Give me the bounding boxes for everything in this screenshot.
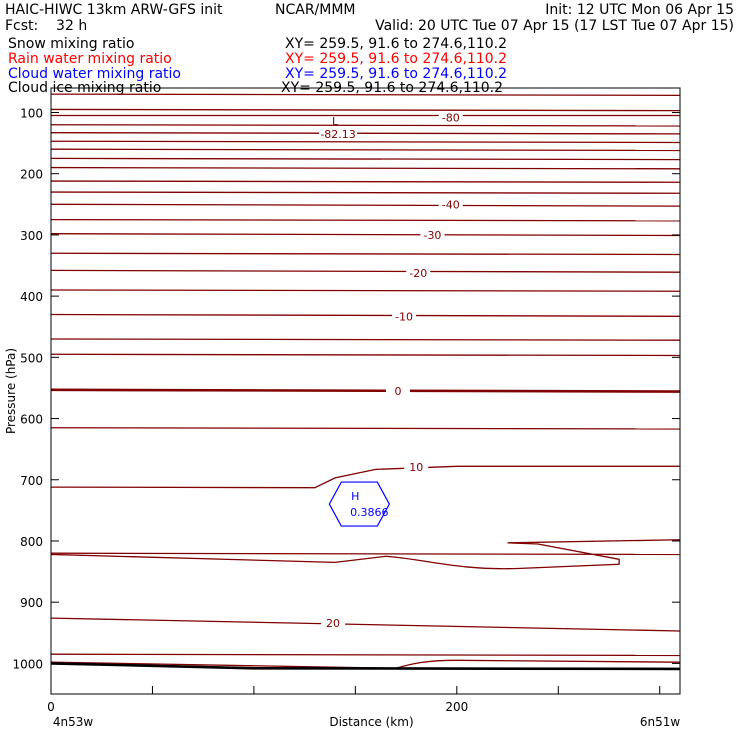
isotherm-line-unlabeled <box>50 108 681 112</box>
y-tick-label: 600 <box>20 413 43 427</box>
isotherm-line-unlabeled <box>50 157 681 161</box>
isotherm-line-unlabeled <box>50 148 681 152</box>
y-tick-label: 300 <box>20 229 43 243</box>
y-tick-label: 200 <box>20 168 43 182</box>
isotherm-line <box>50 465 680 489</box>
y-tick-label: 1000 <box>12 657 43 671</box>
isotherm-line-unlabeled <box>50 338 681 341</box>
x-tick-label: 200 <box>445 700 468 714</box>
isotherm-line-unlabeled <box>50 353 681 357</box>
min-marker: L <box>332 115 339 128</box>
y-tick-label: 500 <box>20 351 43 365</box>
isotherm-label: 0 <box>394 385 401 398</box>
isotherm-label-bg <box>321 616 346 629</box>
y-tick-label: 400 <box>20 290 43 304</box>
isotherm-label-bg <box>404 460 429 473</box>
isotherm-line-unlabeled <box>50 252 681 256</box>
isotherm-label: 10 <box>409 461 423 474</box>
isotherm-line-unlabeled <box>50 552 681 556</box>
isotherm-label-bg <box>420 228 445 241</box>
isotherm-label: -40 <box>442 198 460 211</box>
isotherm-line <box>50 388 681 393</box>
isotherm-label-bg <box>392 310 417 323</box>
field-rain-xy: XY= 259.5, 91.6 to 274.6,110.2 <box>285 51 508 67</box>
contour-layer <box>50 93 681 671</box>
isotherm-line-unlabeled <box>50 132 681 135</box>
y-tick-label: 900 <box>20 596 43 610</box>
cloud-water-contour <box>328 481 391 527</box>
cloud-water-max-marker: H <box>351 490 359 503</box>
isotherm-tongue <box>50 539 681 570</box>
isotherm-line-unlabeled <box>50 289 681 292</box>
isotherm-line-unlabeled <box>50 166 681 170</box>
isotherm-label: -80 <box>442 111 460 124</box>
isotherm-line <box>50 313 681 317</box>
surface-line <box>50 662 681 671</box>
isotherm-label: -30 <box>423 229 441 242</box>
isotherm-label-bg <box>406 266 431 279</box>
isotherm-near-surface <box>50 659 681 669</box>
isotherm-line <box>50 233 681 237</box>
valid-time: Valid: 20 UTC Tue 07 Apr 15 (17 LST Tue … <box>375 18 734 34</box>
field-rain-name: Rain water mixing ratio <box>8 51 172 67</box>
isotherm-line <box>50 617 681 632</box>
min-value: -82.13 <box>320 128 355 141</box>
plot-border <box>50 87 681 695</box>
isotherm-line <box>50 269 681 273</box>
y-axis-title: Pressure (hPa) <box>4 348 18 434</box>
isotherm-line-unlabeled <box>50 124 681 127</box>
isotherm-line-unlabeled <box>50 653 681 657</box>
field-cloudwater-xy: XY= 259.5, 91.6 to 274.6,110.2 <box>285 66 508 82</box>
isotherm-label: -10 <box>395 310 413 323</box>
x-tick-label: 0 <box>47 700 55 714</box>
field-cloudwater-name: Cloud water mixing ratio <box>8 66 181 82</box>
cloud-water-max-value: 0.3866 <box>350 506 389 519</box>
left-endpoint-label: 4n53w <box>53 715 94 729</box>
right-endpoint-label: 6n51w <box>640 715 681 729</box>
isotherm-line-unlabeled <box>50 93 681 96</box>
isotherm-line-unlabeled <box>50 427 681 430</box>
y-tick-label: 800 <box>20 535 43 549</box>
isotherm-line-unlabeled <box>50 180 681 183</box>
field-snow-xy: XY= 259.5, 91.6 to 274.6,110.2 <box>285 36 508 52</box>
model-center: NCAR/MMM <box>275 2 356 18</box>
isotherm-label-bg <box>438 111 463 124</box>
plot-frame <box>50 87 681 695</box>
isotherm-label-bg <box>385 385 410 397</box>
forecast-hour: Fcst: 32 h <box>5 18 88 34</box>
isotherm-label: 20 <box>326 617 340 630</box>
y-tick-label: 100 <box>20 106 43 120</box>
isotherm-line-unlabeled <box>50 191 681 194</box>
plot-title: HAIC-HIWC 13km ARW-GFS init <box>5 2 223 18</box>
isotherm-line-unlabeled <box>50 218 681 222</box>
min-value-bg <box>319 128 358 141</box>
x-axis-title: Distance (km) <box>329 715 413 729</box>
isotherm-line <box>50 203 681 207</box>
label-layer: -80 -40 -30 -20 -10 0 10 20 H 0.3866 L-82.13 <box>319 111 463 630</box>
isotherm-label: -20 <box>409 267 427 280</box>
y-tick-label: 700 <box>20 474 43 488</box>
init-time: Init: 12 UTC Mon 06 Apr 15 <box>545 2 734 18</box>
isotherm-line-unlabeled <box>50 140 681 144</box>
isotherm-label-bg <box>438 198 463 211</box>
field-snow-name: Snow mixing ratio <box>8 36 135 52</box>
